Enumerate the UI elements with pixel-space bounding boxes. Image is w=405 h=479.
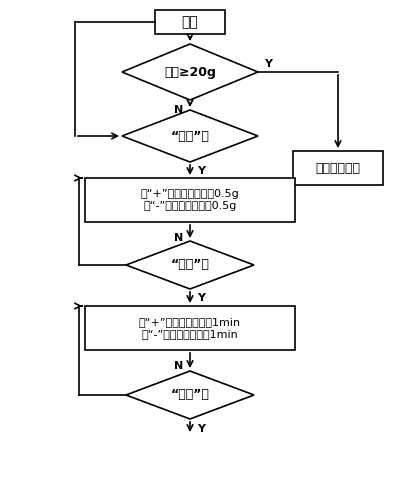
Bar — [85, 178, 294, 222]
Bar — [292, 151, 382, 185]
Text: 挂载≥20g: 挂载≥20g — [164, 66, 215, 79]
Text: N: N — [173, 105, 183, 115]
Polygon shape — [122, 110, 257, 162]
Text: 按“-”键：报警时间减1min: 按“-”键：报警时间减1min — [141, 329, 238, 339]
Text: Y: Y — [263, 59, 271, 69]
Text: N: N — [173, 361, 183, 371]
Text: 进入工作状态: 进入工作状态 — [315, 161, 360, 174]
Text: 按“+”键：报警时间加1min: 按“+”键：报警时间加1min — [139, 318, 241, 328]
Text: Y: Y — [196, 293, 205, 303]
Polygon shape — [126, 371, 254, 419]
Text: 上电: 上电 — [181, 15, 198, 29]
Polygon shape — [126, 241, 254, 289]
Text: 按“-”键：空瓶质量减0.5g: 按“-”键：空瓶质量减0.5g — [143, 201, 236, 211]
Text: N: N — [173, 233, 183, 243]
Text: “设置”键: “设置”键 — [170, 259, 209, 272]
Bar — [85, 306, 294, 350]
Text: Y: Y — [196, 424, 205, 434]
Text: Y: Y — [196, 166, 205, 176]
Text: 按“+”键：空瓶质量加0.5g: 按“+”键：空瓶质量加0.5g — [140, 189, 239, 199]
Polygon shape — [122, 44, 257, 100]
Text: “设置”键: “设置”键 — [170, 129, 209, 142]
Bar — [155, 10, 224, 34]
Text: “设置”键: “设置”键 — [170, 388, 209, 401]
